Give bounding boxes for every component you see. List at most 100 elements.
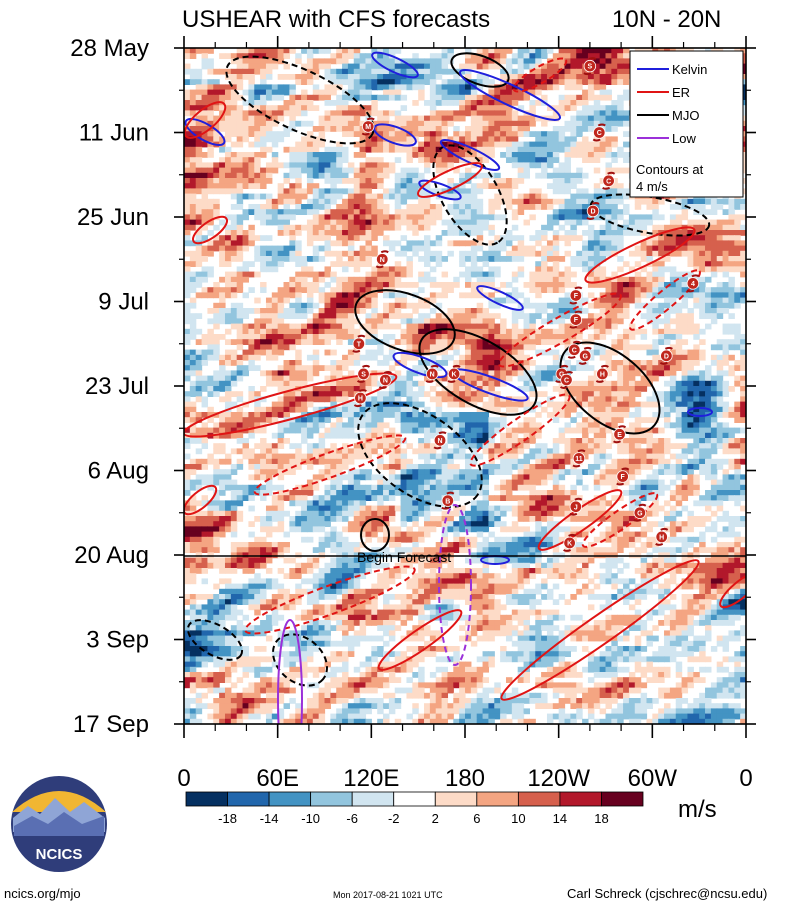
- storm-marker: T: [352, 334, 366, 353]
- x-tick-label: 180: [445, 765, 485, 792]
- storm-label: D: [664, 353, 669, 360]
- storm-marker: C: [567, 340, 581, 359]
- x-tick-label: 0: [177, 765, 190, 792]
- storm-label: S: [588, 64, 593, 71]
- y-tick-label: 28 May: [70, 35, 149, 62]
- storm-label: S: [361, 372, 366, 379]
- storm-label: G: [582, 353, 588, 360]
- y-tick-label: 9 Jul: [98, 289, 149, 316]
- legend-note-line2: 4 m/s: [636, 179, 668, 194]
- colorbar-label: 14: [553, 811, 567, 826]
- storm-label: H: [600, 372, 605, 379]
- y-tick-label: 25 Jun: [77, 204, 149, 231]
- colorbar-label: 10: [511, 811, 525, 826]
- storm-label: B: [445, 498, 450, 505]
- colorbar-swatch: [434, 791, 478, 807]
- legend-label-er: ER: [672, 85, 690, 100]
- storm-marker: N: [378, 370, 392, 389]
- colorbar-label: 2: [432, 811, 439, 826]
- storm-marker: N: [425, 364, 439, 383]
- storm-label: D: [590, 209, 595, 216]
- colorbar-swatch: [310, 791, 353, 807]
- chart-title: USHEAR with CFS forecasts: [182, 6, 490, 33]
- y-tick-label: 17 Sep: [73, 711, 149, 738]
- storm-marker: K: [563, 533, 577, 552]
- storm-label: E: [617, 432, 622, 439]
- x-tick-label: 120E: [343, 765, 399, 792]
- storm-marker: F: [569, 310, 583, 329]
- colorbar-swatch: [476, 791, 519, 807]
- colorbar-label: -18: [218, 811, 237, 826]
- storm-label: F: [621, 474, 626, 481]
- colorbar-label: -10: [301, 811, 320, 826]
- storm-marker: N: [375, 250, 389, 269]
- storm-marker: C: [559, 370, 574, 389]
- forecast-start-label: Begin Forecast: [357, 549, 451, 565]
- storm-label: N: [383, 378, 388, 385]
- storm-label: H: [659, 534, 664, 541]
- x-tick-label: 60E: [256, 765, 299, 792]
- storm-label: N: [430, 372, 435, 379]
- colorbar-label: 6: [473, 811, 480, 826]
- storm-marker: 4: [686, 274, 700, 293]
- colorbar-swatch: [227, 791, 270, 807]
- storm-label: 4: [691, 281, 695, 288]
- storm-marker: N: [433, 431, 447, 450]
- storm-marker: J: [569, 497, 583, 516]
- storm-marker: 11: [572, 449, 586, 468]
- storm-label: 11: [575, 456, 583, 463]
- storm-label: J: [574, 504, 578, 511]
- storm-label: K: [567, 541, 572, 548]
- colorbar-swatch: [185, 791, 228, 807]
- storm-marker: S: [356, 364, 371, 383]
- storm-marker: C: [592, 123, 606, 142]
- y-tick-label: 3 Sep: [86, 627, 149, 654]
- storm-marker: D: [659, 346, 673, 365]
- storm-marker: G: [578, 346, 592, 365]
- storm-marker: G: [633, 503, 647, 522]
- storm-marker: F: [616, 467, 630, 486]
- logo-text: NCICS: [36, 846, 83, 863]
- storm-marker: H: [595, 364, 609, 383]
- x-tick-label: 0: [739, 765, 752, 792]
- storm-marker: D: [586, 201, 600, 220]
- storm-label: C: [572, 347, 577, 354]
- y-tick-label: 11 Jun: [79, 120, 149, 147]
- colorbar-label: 18: [594, 811, 608, 826]
- storm-label: K: [452, 372, 457, 379]
- storm-marker: F: [569, 286, 583, 305]
- forecast-start: Begin Forecast: [184, 549, 746, 565]
- legend: Kelvin ER MJO Low Contours at 4 m/s: [629, 50, 744, 198]
- axes: 28 May 11 Jun 25 Jun 9 Jul 23 Jul 6 Aug 20 Aug…: [70, 35, 756, 792]
- storm-marker: B: [441, 491, 455, 510]
- storm-marker: E: [612, 425, 627, 444]
- storm-label: G: [559, 372, 565, 379]
- storm-label: F: [574, 293, 579, 300]
- storm-label: N: [437, 438, 442, 445]
- legend-label-kelvin: Kelvin: [672, 62, 707, 77]
- legend-note-line1: Contours at: [636, 162, 704, 177]
- footer-url[interactable]: ncics.org/mjo: [4, 886, 81, 901]
- colorbar-swatch: [601, 791, 644, 807]
- legend-label-mjo: MJO: [672, 108, 699, 123]
- storm-label: M: [365, 124, 371, 131]
- colorbar: -18 -14 -10 -6 -2 2 6 10 14 18: [185, 791, 644, 826]
- colorbar-label: -6: [346, 811, 358, 826]
- legend-box: [629, 50, 744, 198]
- colorbar-units: m/s: [678, 796, 717, 823]
- storm-label: H: [358, 396, 363, 403]
- storm-marker: M: [361, 117, 375, 136]
- y-tick-label: 23 Jul: [85, 373, 149, 400]
- storm-label: C: [564, 378, 569, 385]
- footer-author: Carl Schreck (cjschrec@ncsu.edu): [567, 886, 768, 901]
- colorbar-swatch: [268, 791, 312, 807]
- y-tick-label: 20 Aug: [74, 542, 149, 569]
- legend-label-low: Low: [672, 131, 696, 146]
- storm-label: N: [380, 257, 385, 264]
- storm-marker: H: [353, 389, 367, 408]
- storm-label: G: [637, 510, 643, 517]
- colorbar-swatch: [393, 791, 436, 807]
- x-tick-label: 60W: [628, 765, 678, 792]
- storm-label: T: [357, 341, 362, 348]
